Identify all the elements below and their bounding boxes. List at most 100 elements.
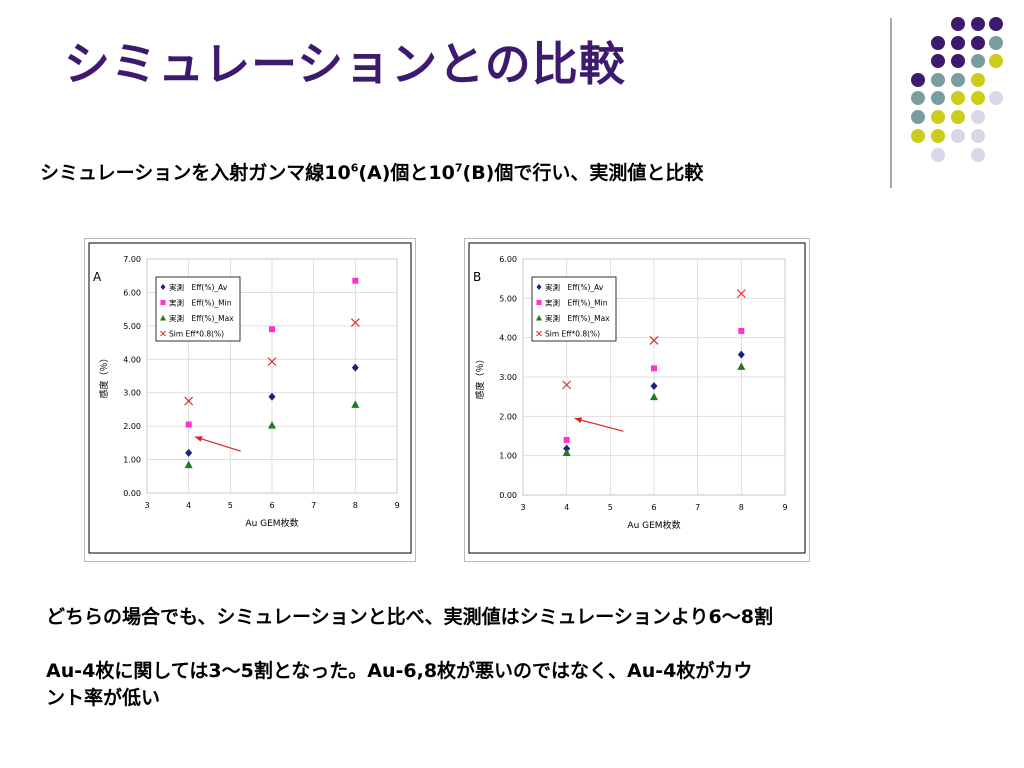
- decorative-dot: [951, 91, 965, 105]
- point-eff-min: [352, 277, 359, 284]
- decorative-dot: [951, 110, 965, 124]
- decorative-dot: [931, 110, 945, 124]
- x-axis-title: Au GEM枚数: [627, 519, 680, 531]
- x-axis-title: Au GEM枚数: [245, 517, 298, 529]
- point-eff-min: [563, 436, 570, 443]
- x-tick-label: 3: [520, 503, 525, 512]
- decorative-dot: [989, 91, 1003, 105]
- x-tick-label: 4: [564, 503, 569, 512]
- panel-label: B: [473, 270, 481, 284]
- y-tick-label: 6.00: [499, 255, 517, 264]
- legend-marker: [160, 284, 166, 290]
- y-tick-label: 4.00: [123, 355, 141, 364]
- point-eff-av: [737, 350, 745, 359]
- point-eff-av: [351, 363, 359, 372]
- legend-label: Sim Eff*0.8(%): [169, 330, 224, 339]
- x-tick-label: 9: [394, 501, 399, 510]
- decorative-dot: [971, 110, 985, 124]
- subtitle-exponent-1: 6: [350, 161, 359, 175]
- point-eff-max: [650, 392, 658, 401]
- decorative-dot: [971, 91, 985, 105]
- decorative-dot: [911, 91, 925, 105]
- x-tick-label: 6: [269, 501, 274, 510]
- x-tick-label: 7: [695, 503, 700, 512]
- subtitle-text-1: シミュレーションを入射ガンマ線10: [40, 162, 351, 184]
- decorative-dot: [971, 54, 985, 68]
- x-tick-label: 6: [651, 503, 656, 512]
- point-eff-max: [737, 362, 746, 370]
- decorative-dot: [951, 36, 965, 50]
- y-tick-label: 4.00: [499, 334, 517, 343]
- point-eff-max: [351, 400, 360, 408]
- chart-a: 0.00 1.00 2.00 3.00 4.00 5.00 6.00 7.00 3 4 5 6 7 8 9 A…: [88, 242, 412, 554]
- point-sim-stroke: [184, 396, 194, 406]
- point-sim-stroke: [350, 318, 360, 327]
- decorative-dot: [931, 148, 945, 162]
- decorative-dot: [931, 73, 945, 87]
- decorative-dot: [951, 17, 965, 31]
- legend-marker: [160, 315, 166, 321]
- legend-marker: [536, 284, 542, 290]
- chart-border: [88, 242, 412, 554]
- point-eff-av: [268, 392, 276, 401]
- legend-label: 実測 Eff(%)_Min: [169, 298, 232, 308]
- decorative-dot: [971, 73, 985, 87]
- decorative-dot: [971, 129, 985, 143]
- y-tick-label: 7.00: [123, 255, 141, 264]
- point-sim-stroke: [562, 380, 572, 390]
- point-eff-min: [185, 421, 192, 428]
- legend-label: 実測 Eff(%)_Max: [545, 313, 610, 323]
- decorative-dot: [971, 148, 985, 162]
- y-tick-label: 0.00: [499, 491, 517, 500]
- legend-marker: [160, 330, 166, 337]
- decorative-dot: [989, 17, 1003, 31]
- point-eff-av: [650, 382, 658, 391]
- point-sim-stroke: [736, 289, 746, 299]
- point-eff-max: [562, 448, 571, 457]
- legend-box: [155, 276, 241, 342]
- decorative-dot: [951, 54, 965, 68]
- decorative-dot: [971, 17, 985, 31]
- decorative-dot: [911, 129, 925, 143]
- x-tick-label: 9: [782, 503, 787, 512]
- point-eff-max: [268, 421, 276, 429]
- y-tick-label: 1.00: [499, 452, 517, 461]
- subtitle-text-3: (B)個で行い、実測値と比較: [462, 162, 704, 184]
- point-sim-stroke: [649, 335, 659, 345]
- decorative-dot: [989, 36, 1003, 50]
- y-tick-label: 2.00: [499, 412, 517, 421]
- point-eff-max: [184, 460, 193, 469]
- y-tick-label: 0.00: [123, 489, 141, 498]
- chart-a-frame: 0.00 1.00 2.00 3.00 4.00 5.00 6.00 7.00 3 4 5 6 7 8 9 A…: [84, 238, 416, 562]
- annotation-arrowhead: [574, 417, 583, 423]
- point-sim-stroke: [267, 357, 277, 367]
- annotation-arrow: [574, 417, 624, 432]
- legend-marker: [536, 330, 542, 337]
- decorative-dot: [951, 129, 965, 143]
- slide-subtitle: シミュレーションを入射ガンマ線106(A)個と107(B)個で行い、実測値と比較: [40, 158, 703, 185]
- legend-label: 実測 Eff(%)_Av: [545, 282, 604, 292]
- y-tick-label: 5.00: [499, 294, 517, 303]
- y-tick-label: 5.00: [123, 322, 141, 331]
- legend-label: 実測 Eff(%)_Min: [545, 298, 608, 308]
- decorative-dot: [989, 54, 1003, 68]
- chart-b: 0.00 1.00 2.00 3.00 4.00 5.00 6.00 3 4 5 6 7 8 9 Au GE…: [468, 242, 806, 554]
- point-sim-eff: [562, 380, 572, 390]
- y-tick-label: 1.00: [123, 456, 141, 465]
- legend-box: [531, 276, 617, 342]
- x-tick-label: 7: [311, 501, 316, 510]
- x-tick-label: 5: [228, 501, 233, 510]
- point-eff-min: [738, 327, 745, 334]
- decorative-dot: [911, 73, 925, 87]
- bullet-text-2-line-2: ント率が低い: [46, 687, 161, 709]
- y-tick-label: 3.00: [123, 389, 141, 398]
- y-axis-title: 感度（％）: [474, 354, 486, 399]
- decorative-dot: [931, 54, 945, 68]
- y-tick-label: 6.00: [123, 288, 141, 297]
- y-tick-label: 3.00: [499, 373, 517, 382]
- legend-marker: [536, 300, 542, 305]
- decorative-dot: [951, 73, 965, 87]
- y-tick-label: 2.00: [123, 422, 141, 431]
- chart-border: [468, 242, 806, 554]
- point-sim-eff: [267, 357, 277, 367]
